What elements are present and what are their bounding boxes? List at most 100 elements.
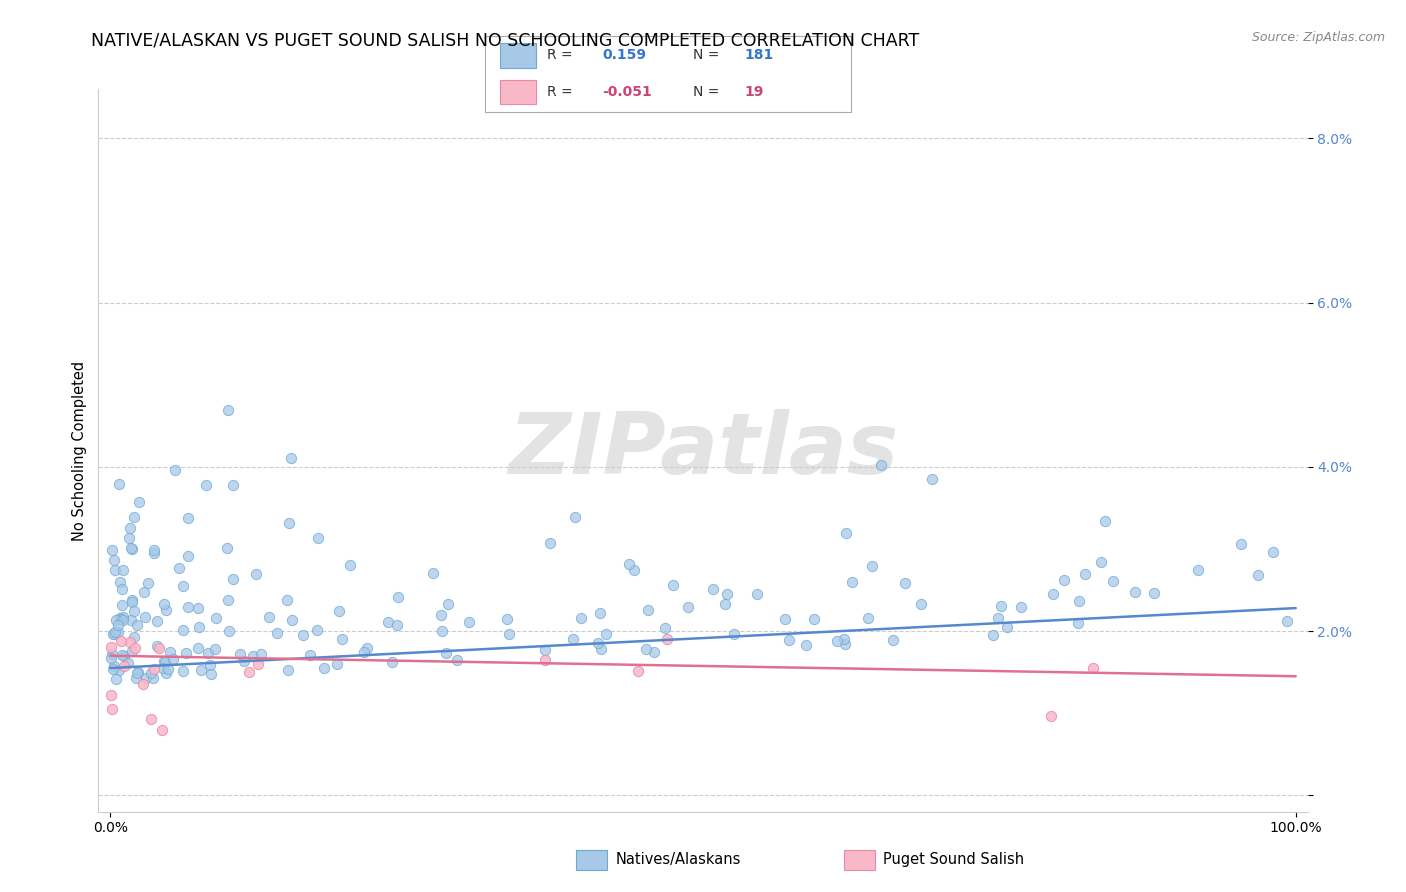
Point: [143, 546, 166, 560]
Point: [111, 599, 134, 613]
Point: [127, 618, 149, 632]
Point: [266, 626, 288, 640]
Point: [177, 549, 200, 563]
Point: [714, 597, 737, 611]
Point: [107, 624, 129, 639]
Point: [218, 624, 240, 639]
Point: [238, 665, 260, 679]
Text: -0.051: -0.051: [602, 85, 652, 99]
Point: [155, 665, 177, 680]
Point: [145, 639, 167, 653]
Point: [921, 472, 943, 486]
Text: 181: 181: [745, 48, 773, 62]
Text: NATIVE/ALASKAN VS PUGET SOUND SALISH NO SCHOOLING COMPLETED CORRELATION CHART: NATIVE/ALASKAN VS PUGET SOUND SALISH NO …: [91, 31, 920, 49]
Point: [623, 564, 645, 578]
Point: [1101, 574, 1123, 588]
Point: [356, 640, 378, 655]
Point: [498, 627, 520, 641]
Point: [217, 541, 239, 555]
Point: [307, 531, 329, 545]
Point: [835, 526, 858, 541]
Point: [860, 559, 883, 574]
Point: [100, 542, 122, 557]
Point: [217, 402, 239, 417]
Point: [841, 575, 863, 590]
Point: [177, 599, 200, 614]
Point: [1090, 555, 1112, 569]
Point: [172, 578, 194, 592]
Point: [561, 632, 583, 646]
Point: [190, 663, 212, 677]
Text: 19: 19: [745, 85, 763, 99]
Point: [104, 563, 127, 577]
Point: [446, 653, 468, 667]
Point: [894, 575, 917, 590]
Point: [150, 723, 173, 737]
Point: [496, 612, 519, 626]
Point: [120, 613, 142, 627]
Point: [245, 566, 267, 581]
Point: [120, 635, 142, 649]
Point: [882, 632, 904, 647]
Point: [987, 611, 1010, 625]
Point: [128, 495, 150, 509]
Point: [533, 642, 555, 657]
Point: [112, 563, 135, 577]
Point: [134, 610, 156, 624]
Point: [617, 557, 640, 571]
Point: [242, 648, 264, 663]
Point: [595, 627, 617, 641]
Point: [108, 477, 131, 491]
Point: [661, 577, 683, 591]
Point: [655, 632, 678, 647]
Point: [1094, 514, 1116, 528]
Point: [910, 597, 932, 611]
Point: [387, 617, 409, 632]
Point: [121, 595, 143, 609]
Point: [127, 665, 149, 679]
Point: [387, 590, 409, 604]
Point: [101, 647, 124, 661]
Point: [637, 602, 659, 616]
FancyBboxPatch shape: [499, 79, 536, 104]
Point: [117, 657, 139, 671]
Point: [112, 648, 135, 663]
Point: [111, 582, 134, 596]
Point: [172, 664, 194, 678]
Point: [153, 597, 176, 611]
Text: Source: ZipAtlas.com: Source: ZipAtlas.com: [1251, 31, 1385, 45]
Point: [1277, 614, 1299, 628]
Point: [142, 543, 165, 558]
Point: [125, 666, 148, 681]
Point: [152, 661, 174, 675]
Point: [1123, 584, 1146, 599]
Point: [834, 637, 856, 651]
Point: [120, 541, 142, 555]
Point: [538, 536, 561, 550]
Point: [1042, 587, 1064, 601]
Point: [1247, 568, 1270, 582]
Point: [103, 552, 125, 566]
Point: [122, 510, 145, 524]
Point: [187, 619, 209, 633]
Point: [112, 613, 135, 627]
Y-axis label: No Schooling Completed: No Schooling Completed: [72, 360, 87, 541]
Point: [832, 632, 855, 646]
Point: [122, 604, 145, 618]
Point: [326, 657, 349, 671]
Text: Puget Sound Salish: Puget Sound Salish: [883, 853, 1024, 867]
Point: [200, 657, 222, 672]
Point: [569, 610, 592, 624]
Point: [176, 646, 198, 660]
Point: [796, 638, 818, 652]
Point: [124, 641, 146, 656]
Point: [153, 655, 176, 669]
Text: N =: N =: [693, 48, 720, 62]
Point: [250, 647, 273, 661]
Point: [825, 633, 848, 648]
Point: [1067, 615, 1090, 630]
Point: [139, 665, 162, 680]
Point: [100, 701, 122, 715]
Point: [132, 584, 155, 599]
Point: [458, 615, 481, 629]
